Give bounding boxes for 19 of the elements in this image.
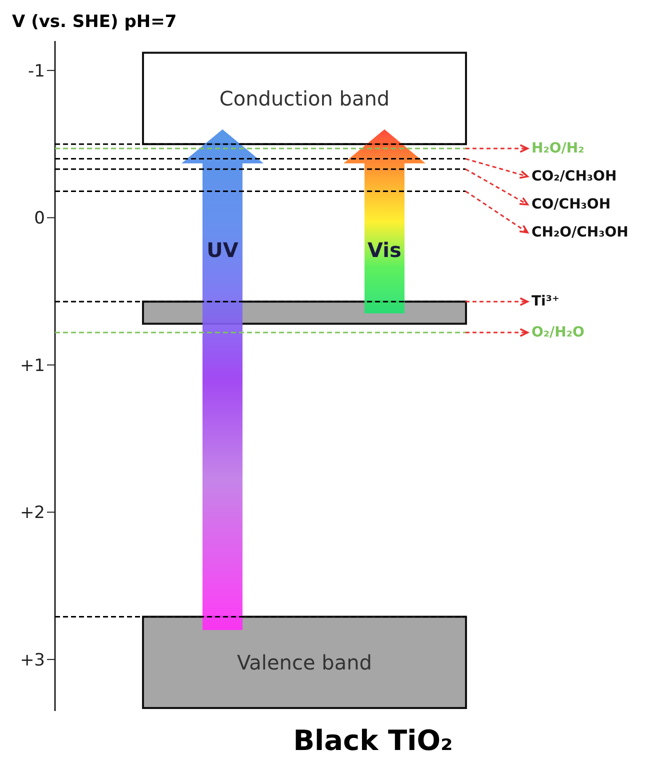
bar — [142, 616, 467, 710]
y-tick-label: -1 — [28, 61, 45, 82]
series-label: Valence band — [237, 650, 372, 674]
ref-line-label: H₂O/H₂ — [532, 140, 584, 156]
y-tick-label: +3 — [20, 650, 45, 670]
annotation: UV — [206, 238, 239, 262]
ref-line-label: CH₂O/CH₃OH — [532, 224, 628, 240]
ref-line-label: CO/CH₃OH — [532, 196, 611, 212]
bar — [142, 52, 467, 146]
series-label: Conduction band — [219, 86, 390, 110]
y-tick-label: +1 — [20, 356, 45, 376]
y-tick-label: 0 — [34, 208, 45, 229]
ref-line-label: CO₂/CH₃OH — [532, 168, 617, 184]
ref-line-label: O₂/H₂O — [532, 324, 584, 341]
text: Black TiO₂ — [292, 724, 454, 757]
y-tick-label: +2 — [20, 503, 45, 524]
annotation: Vis — [368, 238, 402, 262]
ref-line-label: Ti³⁺ — [532, 294, 560, 310]
y-axis-title: V (vs. SHE) pH=7 — [11, 11, 178, 34]
